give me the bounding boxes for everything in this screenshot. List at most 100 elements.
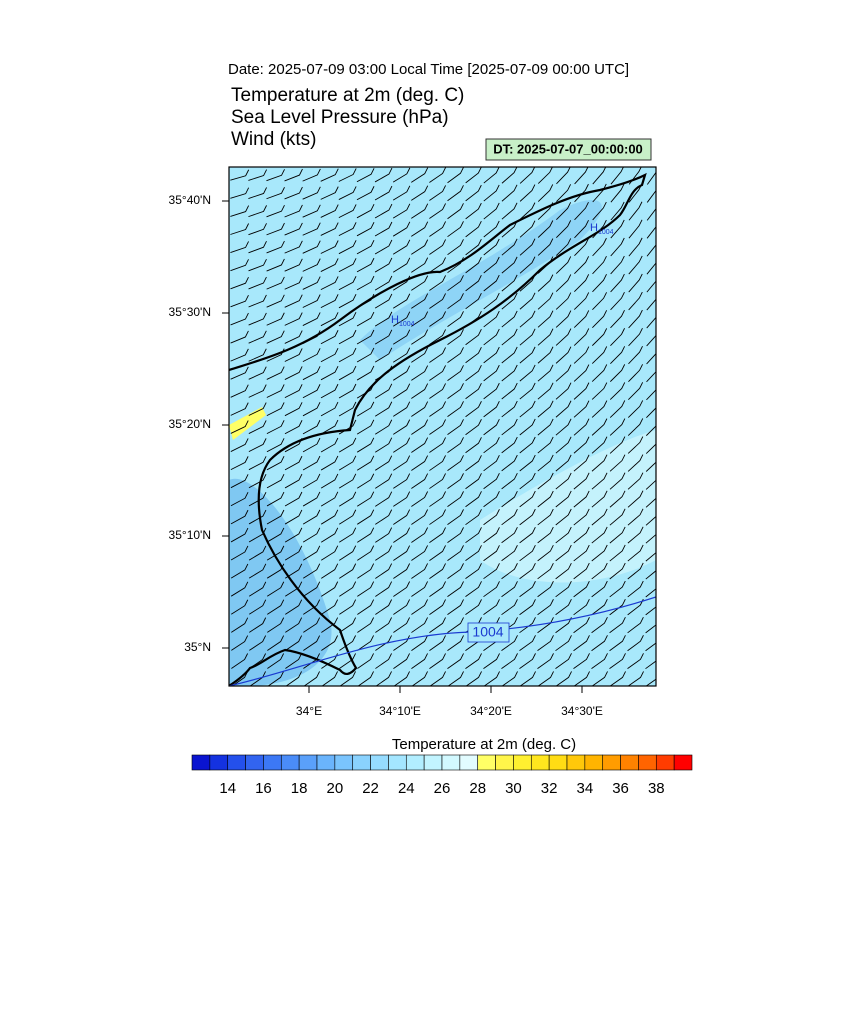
- wind-barb: [375, 527, 393, 543]
- wind-barb: [537, 382, 554, 400]
- wind-barb: [483, 653, 500, 669]
- wind-barb: [375, 653, 392, 669]
- wind-barb: [447, 527, 464, 543]
- wind-barb: [411, 509, 429, 525]
- wind-barb: [248, 545, 267, 561]
- wind-barb: [483, 328, 500, 346]
- wind-barb: [501, 202, 518, 220]
- wind-barb: [609, 454, 626, 472]
- wind-barb: [465, 184, 482, 202]
- wind-barb: [357, 581, 375, 597]
- high-value: 1004: [399, 321, 415, 328]
- wind-barb: [266, 312, 285, 326]
- wind-barb: [393, 347, 411, 363]
- wind-barb: [591, 562, 608, 580]
- wind-barb: [519, 292, 536, 310]
- colorbar-swatch: [655, 754, 675, 771]
- wind-barb: [392, 167, 411, 183]
- wind-barb: [555, 256, 572, 274]
- wind-barb: [627, 508, 644, 526]
- colorbar-swatch: [191, 754, 211, 771]
- wind-barb: [555, 599, 572, 616]
- wind-barb: [429, 257, 446, 273]
- wind-barb: [501, 635, 518, 652]
- wind-barb: [302, 455, 321, 471]
- wind-barb: [591, 382, 608, 400]
- wind-barb: [465, 491, 482, 508]
- wind-barb: [573, 490, 590, 508]
- wind-barb: [537, 581, 554, 598]
- wind-barb: [284, 473, 303, 489]
- wind-barb: [429, 473, 446, 489]
- wind-barb: [483, 382, 500, 400]
- wind-barb: [375, 581, 393, 597]
- wind-barb: [393, 509, 411, 525]
- wind-barb: [338, 401, 357, 417]
- wind-barb: [609, 598, 626, 616]
- wind-barb: [646, 298, 656, 311]
- wind-barb: [230, 527, 249, 543]
- wind-barb: [374, 167, 393, 183]
- wind-barb: [537, 292, 554, 310]
- wind-barb: [285, 671, 302, 686]
- colorbar-label: 34: [577, 780, 594, 797]
- wind-barb: [555, 382, 572, 400]
- wind-barb: [628, 255, 643, 275]
- wind-barb: [574, 274, 590, 292]
- wind-barb: [230, 259, 249, 272]
- wind-barb: [284, 348, 303, 362]
- wind-barb: [555, 418, 572, 436]
- wind-barb: [375, 635, 392, 651]
- wind-barb: [574, 201, 589, 221]
- wind-barb: [501, 346, 518, 364]
- wind-barb: [375, 437, 393, 453]
- wind-barb: [519, 382, 536, 400]
- wind-barb: [592, 292, 607, 311]
- wind-barb: [627, 526, 644, 544]
- wind-barb: [321, 581, 339, 597]
- wind-barb: [302, 401, 321, 417]
- wind-barb: [519, 472, 536, 490]
- wind-barb: [465, 437, 482, 454]
- wind-barb: [374, 239, 393, 255]
- wind-barb: [573, 617, 590, 634]
- wind-barb: [646, 371, 656, 383]
- wind-barb: [628, 346, 643, 365]
- wind-barb: [537, 167, 553, 184]
- wind-barb: [411, 455, 429, 471]
- wind-barb: [375, 671, 392, 686]
- wind-barb: [465, 419, 482, 436]
- wind-barb: [645, 443, 656, 454]
- wind-barb: [356, 329, 375, 345]
- wind-barb: [645, 570, 656, 580]
- wind-barb: [609, 544, 626, 562]
- wind-barb: [483, 238, 500, 256]
- wind-barb: [627, 418, 644, 436]
- wind-barb: [284, 366, 303, 380]
- wind-barb: [555, 526, 572, 544]
- wind-barb: [537, 454, 554, 472]
- wind-barb: [447, 365, 464, 382]
- wind-barb: [302, 222, 321, 236]
- wind-barb: [501, 671, 518, 686]
- wind-barb: [627, 472, 644, 490]
- wind-barb: [230, 563, 249, 579]
- wind-barb: [320, 401, 339, 417]
- wind-barb: [519, 328, 536, 346]
- wind-barb: [591, 635, 608, 652]
- wind-barb: [591, 454, 608, 472]
- wind-barb: [411, 635, 428, 651]
- colorbar-swatch: [405, 754, 425, 771]
- wind-barb: [375, 473, 393, 489]
- wind-barb: [320, 473, 339, 489]
- wind-barb: [411, 383, 429, 399]
- wind-barb: [610, 310, 625, 329]
- wind-barb: [411, 437, 429, 453]
- wind-barb: [411, 203, 429, 219]
- wind-barb: [374, 275, 393, 291]
- colorbar-title: Temperature at 2m (deg. C): [392, 736, 576, 753]
- wind-barb: [519, 364, 536, 382]
- wind-barb: [302, 294, 321, 308]
- wind-barb: [320, 258, 339, 272]
- wind-barb: [266, 222, 285, 236]
